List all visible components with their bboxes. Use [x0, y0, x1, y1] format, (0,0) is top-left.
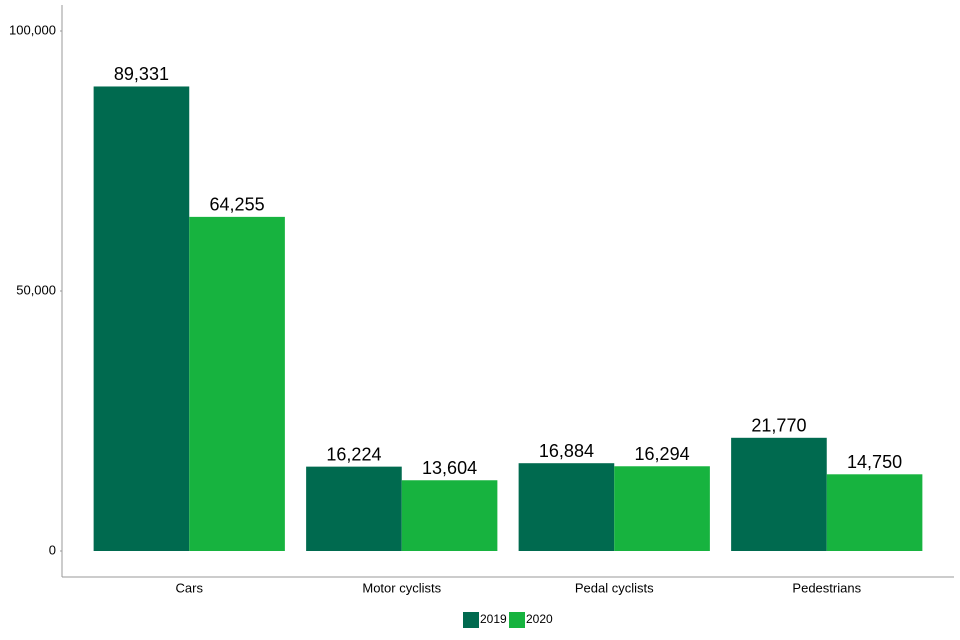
bar	[614, 466, 710, 551]
bar	[93, 86, 190, 552]
y-tick-label: 50,000	[16, 282, 56, 297]
bar	[401, 480, 498, 551]
legend-label: 2019	[480, 612, 507, 626]
value-label: 16,224	[326, 444, 381, 464]
legend-label: 2020	[526, 612, 553, 626]
x-tick-label: Pedestrians	[792, 580, 861, 595]
x-tick-label: Motor cyclists	[362, 580, 441, 595]
bar	[731, 437, 827, 551]
value-label: 14,750	[847, 452, 902, 472]
bar	[518, 463, 615, 551]
bar	[189, 216, 285, 551]
value-label: 16,294	[635, 444, 690, 464]
bar	[826, 474, 923, 551]
value-label: 64,255	[210, 195, 265, 215]
y-tick-label: 0	[49, 542, 56, 557]
value-label: 89,331	[114, 64, 169, 84]
value-label: 16,884	[539, 441, 594, 461]
legend-swatch	[463, 612, 479, 628]
legend-swatch	[509, 612, 525, 628]
bar	[306, 466, 402, 551]
y-tick-label: 100,000	[9, 22, 56, 37]
x-tick-label: Cars	[176, 580, 204, 595]
value-label: 21,770	[751, 416, 806, 436]
value-label: 13,604	[422, 458, 477, 478]
x-tick-label: Pedal cyclists	[575, 580, 654, 595]
